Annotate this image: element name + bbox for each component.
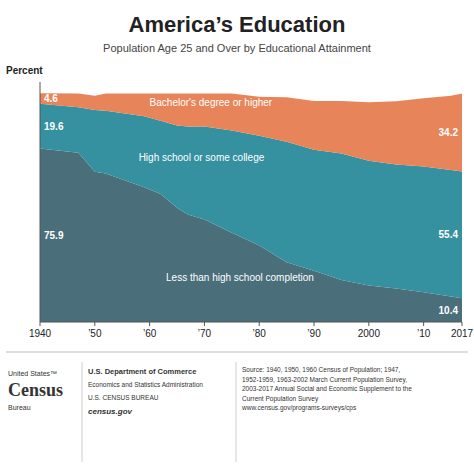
source-note: Source: 1940, 1950, 1960 Census of Popul… <box>241 366 412 412</box>
annotation: Bureau <box>8 404 31 411</box>
annotation: U.S. CENSUS BUREAU <box>88 394 159 401</box>
x-axis-line <box>40 322 462 323</box>
source-line: 1952-1959, 1963-2002 March Current Popul… <box>242 376 407 384</box>
value-label: 19.6 <box>44 121 64 132</box>
value-label: 75.9 <box>44 230 64 241</box>
value-label: 55.4 <box>439 229 459 240</box>
x-tick-label: 1940 <box>29 328 52 339</box>
source-line: www.census.gov/programs-surveys/cps <box>241 404 357 412</box>
x-tick <box>40 322 41 326</box>
title: America’s Education <box>129 12 346 37</box>
series-label: High school or some college <box>139 152 265 163</box>
plot-area <box>40 93 462 322</box>
subtitle: Population Age 25 and Over by Educationa… <box>103 42 371 54</box>
source-line: 2003-2017 Annual Social and Economic Sup… <box>242 385 412 393</box>
annotation: census.gov <box>88 407 133 416</box>
separator <box>236 362 237 462</box>
series-label: Less than high school completion <box>166 272 314 283</box>
x-tick-label: ’80 <box>253 328 267 339</box>
x-tick <box>204 322 205 326</box>
x-tick <box>149 322 150 326</box>
x-tick <box>94 322 95 326</box>
source-line: Current Population Survey <box>242 395 319 403</box>
chart: America’s Education Population Age 25 and… <box>0 0 474 474</box>
annotation: Economics and Statistics Administration <box>88 381 203 388</box>
x-tick-label: ’90 <box>307 328 321 339</box>
x-tick <box>423 322 424 326</box>
x-tick <box>314 322 315 326</box>
x-tick-label: ’10 <box>417 328 431 339</box>
source-line: Source: 1940, 1950, 1960 Census of Popul… <box>242 366 400 374</box>
separator <box>82 362 83 462</box>
y-axis-label: Percent <box>6 65 43 76</box>
x-tick <box>368 322 369 326</box>
annotation: Census <box>8 380 63 400</box>
x-tick <box>462 322 463 326</box>
value-label: 4.6 <box>44 93 58 104</box>
annotation: U.S. Department of Commerce <box>88 367 196 376</box>
x-tick-label: 2000 <box>358 328 381 339</box>
y-axis-line <box>40 82 41 322</box>
x-tick-label: ’60 <box>143 328 157 339</box>
x-tick <box>259 322 260 326</box>
value-label: 34.2 <box>439 127 459 138</box>
footer-rule <box>6 352 468 353</box>
x-tick-label: 2017 <box>451 328 474 339</box>
annotation: United States™ <box>8 370 57 377</box>
x-tick-label: ’70 <box>198 328 212 339</box>
area <box>40 93 462 171</box>
x-tick-label: ’50 <box>88 328 102 339</box>
value-label: 10.4 <box>439 305 459 316</box>
series-label: Bachelor's degree or higher <box>150 97 273 108</box>
